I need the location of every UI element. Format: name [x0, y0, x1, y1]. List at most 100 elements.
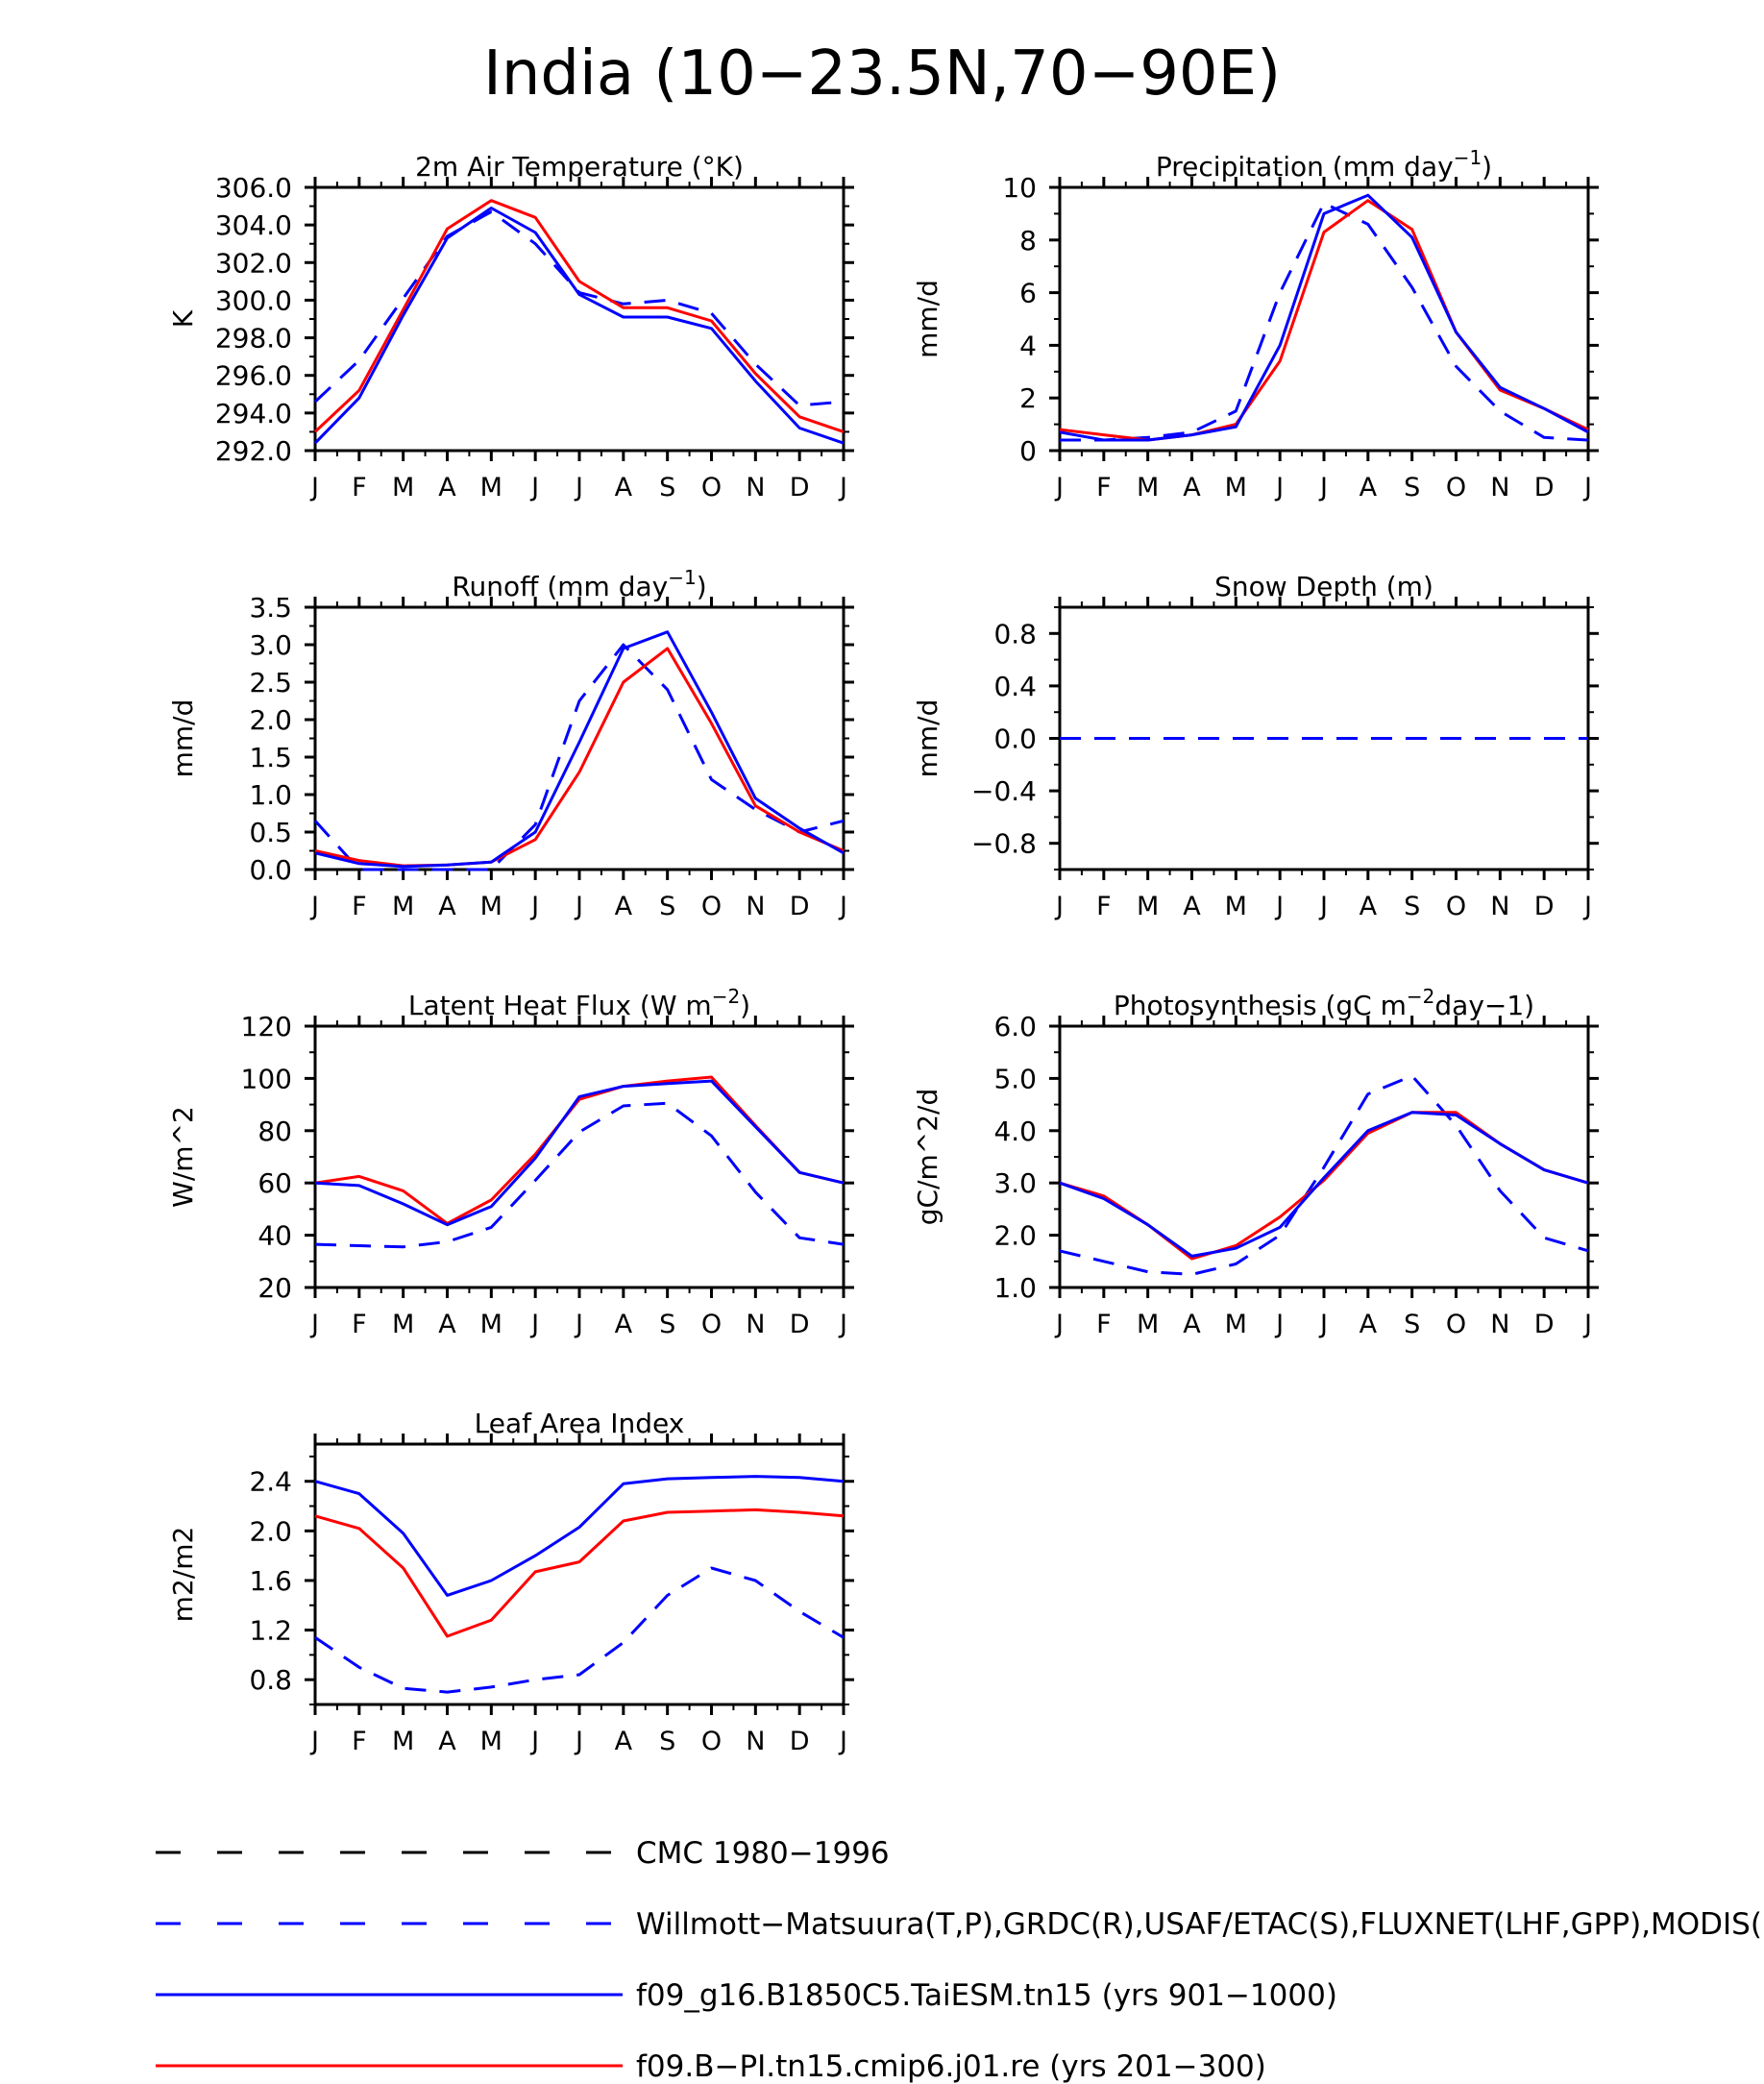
x-tick-label: J: [529, 1727, 539, 1756]
y-tick-label: 2.0: [249, 704, 292, 736]
legend: CMC 1980−1996 Willmott−Matsuura(T,P),GRDC…: [156, 1836, 1764, 2084]
y-tick-label: 292.0: [215, 435, 292, 467]
y-tick-label: 40: [257, 1220, 292, 1252]
x-tick-label: N: [746, 892, 765, 921]
x-tick-label: A: [615, 1310, 633, 1339]
x-tick-label: J: [1274, 473, 1284, 503]
y-tick-label: 1.6: [249, 1565, 292, 1597]
x-tick-label: J: [1274, 1310, 1284, 1339]
series-line-dashed-blue: [313, 643, 845, 871]
x-tick-label: N: [1490, 1310, 1509, 1339]
series-line-solid-blue: [314, 1079, 845, 1227]
y-tick-label: 0: [1019, 435, 1037, 467]
x-tick-label: J: [309, 892, 319, 921]
series-line-dashed-blue: [1060, 201, 1589, 442]
x-tick-label: J: [1274, 892, 1284, 921]
series-line-solid-blue: [313, 207, 845, 445]
x-tick-label: J: [838, 1727, 847, 1756]
x-tick-label: O: [1446, 1310, 1466, 1339]
legend-entry: f09_g16.B1850C5.TaiESM.tn15 (yrs 901−100…: [156, 1978, 1337, 2013]
x-tick-label: J: [1582, 892, 1592, 921]
y-axis-label: W/m^2: [167, 1106, 199, 1208]
series-line-solid-red: [313, 199, 845, 433]
y-tick-label: 100: [241, 1063, 292, 1094]
y-tick-label: 80: [257, 1116, 292, 1147]
x-tick-label: A: [1360, 473, 1378, 503]
y-tick-label: 296.0: [215, 360, 292, 392]
plot-frame: [1058, 185, 1590, 453]
legend-label: CMC 1980−1996: [636, 1836, 890, 1871]
legend-label: f09.B−PI.tn15.cmip6.j01.re (yrs 201−300): [636, 2049, 1266, 2084]
series-line-dashed-blue: [1059, 1074, 1589, 1276]
y-axis-label: K: [167, 309, 199, 328]
x-tick-label: J: [1318, 473, 1328, 503]
x-tick-label: D: [790, 1310, 810, 1339]
x-tick-label: O: [1446, 473, 1466, 503]
x-tick-label: M: [1137, 473, 1159, 503]
x-tick-label: J: [529, 892, 539, 921]
legend-label: Willmott−Matsuura(T,P),GRDC(R),USAF/ETAC…: [636, 1907, 1764, 1942]
x-tick-label: A: [438, 1727, 456, 1756]
x-tick-label: S: [1404, 473, 1420, 503]
x-tick-label: A: [438, 892, 456, 921]
x-tick-label: F: [1096, 473, 1112, 503]
series-line-solid-blue: [1059, 193, 1589, 442]
plot-frame: [313, 605, 845, 871]
x-tick-label: O: [701, 892, 722, 921]
y-tick-label: 2.4: [249, 1466, 292, 1498]
x-tick-label: J: [574, 1727, 583, 1756]
x-tick-label: J: [838, 473, 847, 503]
y-tick-label: 20: [257, 1272, 292, 1304]
y-axis-label: mm/d: [912, 699, 943, 778]
y-tick-label: 6: [1019, 278, 1037, 309]
y-tick-label: 5.0: [993, 1063, 1037, 1094]
x-tick-label: A: [438, 1310, 456, 1339]
x-tick-label: M: [392, 1310, 414, 1339]
x-tick-label: J: [1054, 1310, 1064, 1339]
y-tick-label: 2.0: [249, 1515, 292, 1547]
y-tick-label: 304.0: [215, 209, 292, 241]
x-tick-label: J: [1054, 473, 1064, 503]
x-tick-label: O: [701, 473, 722, 503]
x-tick-label: J: [1582, 473, 1592, 503]
legend-label: f09_g16.B1850C5.TaiESM.tn15 (yrs 901−100…: [636, 1978, 1337, 2013]
x-tick-label: A: [1360, 892, 1378, 921]
x-tick-label: M: [480, 892, 502, 921]
y-axis-label: gC/m^2/d: [912, 1089, 943, 1226]
x-tick-label: J: [574, 892, 583, 921]
y-tick-label: 306.0: [215, 172, 292, 204]
legend-entry: f09.B−PI.tn15.cmip6.j01.re (yrs 201−300): [156, 2049, 1266, 2084]
plot-frame: [313, 1024, 845, 1289]
y-tick-label: 2.5: [249, 667, 292, 699]
y-tick-label: 10: [1002, 172, 1037, 204]
y-tick-label: 3.0: [249, 629, 292, 661]
x-tick-label: M: [1225, 473, 1247, 503]
chart-photosynthesis-gc-m-2day-1: J F M A M J J A S O N D J1.02.03.04.05.06.0gC/m^2/dP…: [912, 985, 1599, 1339]
x-tick-label: J: [529, 1310, 539, 1339]
y-tick-label: 120: [241, 1011, 292, 1042]
y-tick-label: 0.4: [993, 671, 1037, 702]
plot-frame: [313, 1442, 845, 1706]
x-tick-label: M: [480, 1310, 502, 1339]
x-tick-label: S: [659, 1310, 675, 1339]
x-tick-label: J: [574, 1310, 583, 1339]
x-tick-label: O: [1446, 892, 1466, 921]
x-tick-label: M: [480, 1727, 502, 1756]
y-tick-label: 8: [1019, 225, 1037, 257]
y-tick-label: 60: [257, 1167, 292, 1199]
y-tick-label: 3.5: [249, 592, 292, 624]
panel-title: Snow Depth (m): [1214, 571, 1433, 602]
y-tick-label: 1.0: [993, 1272, 1037, 1304]
x-tick-label: N: [1490, 473, 1509, 503]
x-tick-label: S: [659, 1727, 675, 1756]
x-tick-label: J: [309, 1727, 319, 1756]
y-tick-label: 3.0: [993, 1167, 1037, 1199]
x-tick-label: D: [790, 892, 810, 921]
x-tick-label: J: [529, 473, 539, 503]
plot-frame: [313, 185, 845, 453]
series-line-dashed-blue: [314, 1566, 845, 1694]
x-tick-label: J: [574, 473, 583, 503]
y-tick-label: 4.0: [993, 1116, 1037, 1147]
